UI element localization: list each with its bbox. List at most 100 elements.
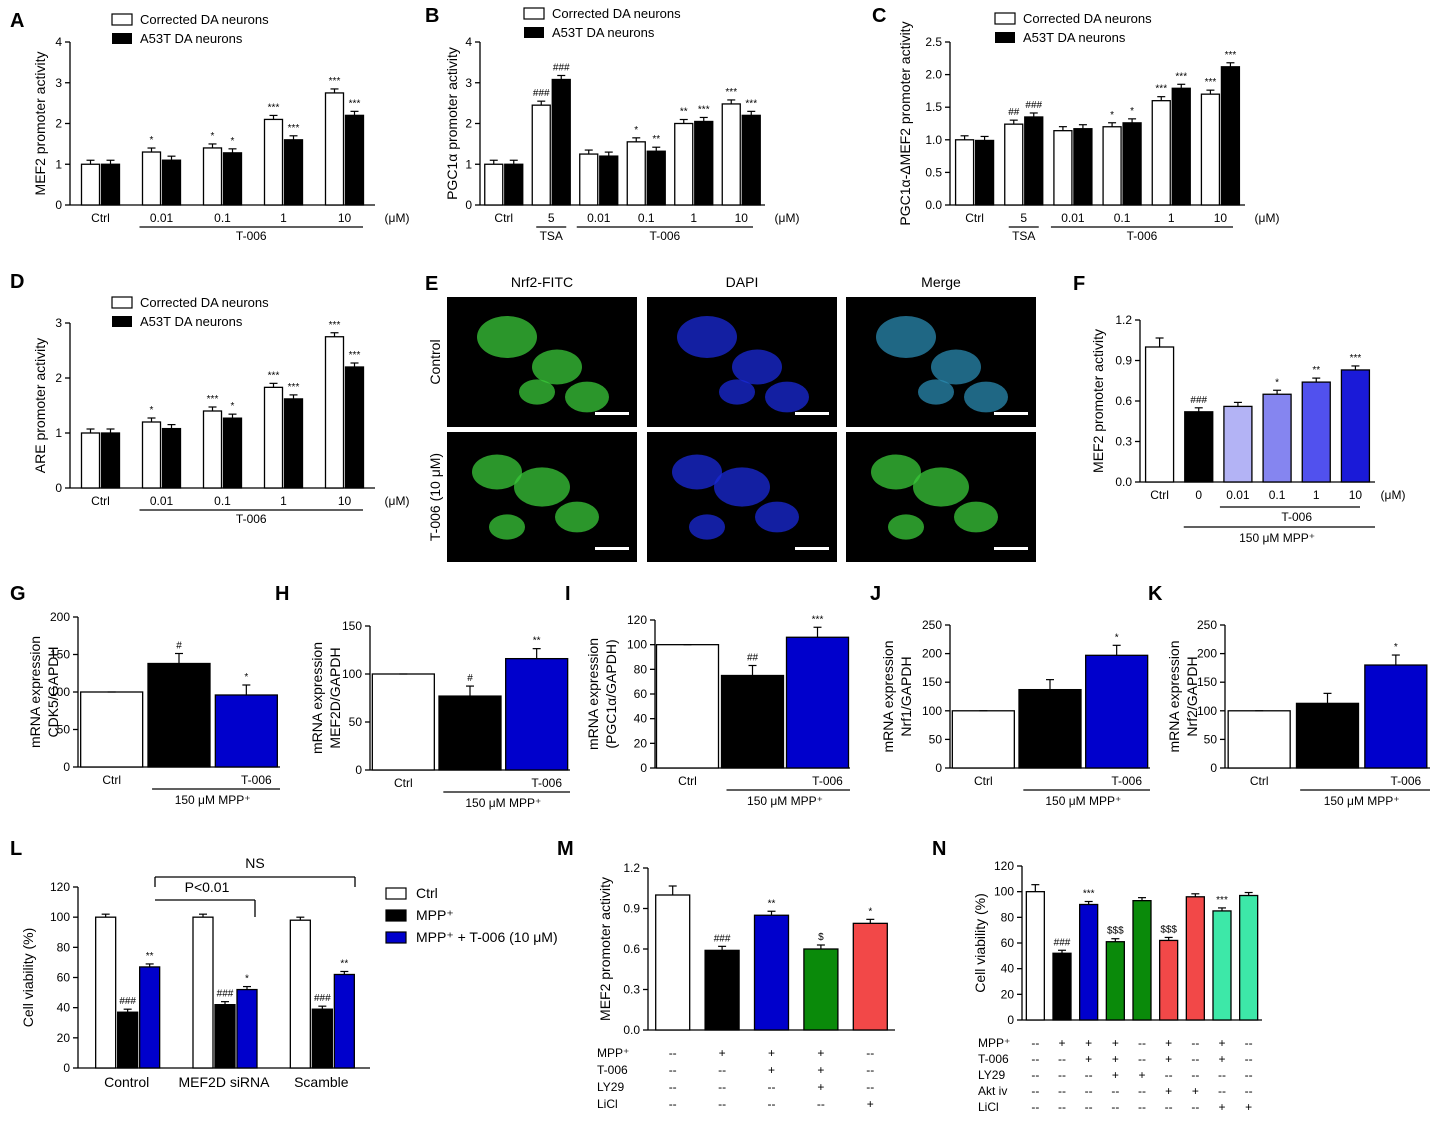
y-tick-label: 1 — [55, 426, 62, 440]
x-tick-label: 1 — [280, 494, 287, 508]
treatment-mark: -- — [1191, 1052, 1199, 1066]
treatment-mark: + — [1138, 1068, 1145, 1082]
bar — [100, 163, 121, 206]
treatment-mark: + — [1085, 1036, 1092, 1050]
treatment-label: T-006 — [597, 1063, 628, 1077]
y-tick-label: 100 — [627, 638, 647, 652]
bar — [1024, 116, 1044, 206]
significance-label: ** — [1312, 365, 1320, 376]
significance-label: ### — [533, 88, 550, 99]
scale-bar — [795, 412, 829, 415]
legend-label: Corrected DA neurons — [140, 12, 269, 27]
treatment-mark: -- — [1191, 1068, 1199, 1082]
bar — [951, 710, 1015, 769]
significance-label: * — [231, 401, 235, 412]
treatment-mark: + — [1165, 1036, 1172, 1050]
treatment-mark: -- — [866, 1046, 874, 1060]
treatment-mark: -- — [1138, 1084, 1146, 1098]
legend-swatch — [995, 32, 1015, 43]
significance-label: # — [467, 673, 473, 684]
legend-swatch — [112, 316, 132, 327]
y-axis-label: MEF2 promoter activity — [32, 52, 48, 196]
unit-label: (μM) — [385, 211, 410, 225]
treatment-label: MPP⁺ — [597, 1046, 629, 1060]
x-tick-label: Ctrl — [102, 773, 121, 787]
x-tick-label: Ctrl — [1150, 488, 1169, 502]
y-tick-label: 0 — [355, 763, 362, 777]
bar — [1159, 939, 1179, 1021]
bar — [1212, 910, 1232, 1021]
group-label: 150 μM MPP⁺ — [1045, 794, 1121, 808]
significance-label: ### — [1054, 937, 1071, 948]
bar — [222, 417, 243, 489]
y-tick-label: 60 — [57, 971, 71, 985]
y-tick-label: 150 — [1197, 675, 1217, 689]
cell-fluorescence — [931, 349, 981, 385]
bar — [852, 922, 888, 1031]
x-tick-label: 0.1 — [1114, 211, 1131, 225]
bar — [344, 114, 365, 206]
x-tick-label: 10 — [338, 494, 352, 508]
x-tick-label: 1 — [1168, 211, 1175, 225]
treatment-mark: + — [1058, 1036, 1065, 1050]
y-tick-label: 80 — [1001, 910, 1015, 924]
treatment-mark: -- — [1058, 1052, 1066, 1066]
treatment-mark: -- — [1165, 1100, 1173, 1114]
y-tick-label: 0.0 — [1115, 475, 1132, 489]
significance-label: *** — [745, 98, 757, 109]
y-tick-label: 0.3 — [623, 983, 640, 997]
cell-fluorescence — [765, 381, 809, 413]
x-tick-label: T-006 — [1390, 774, 1421, 788]
y-tick-label: 2.0 — [925, 68, 942, 82]
significance-label: * — [634, 125, 638, 136]
x-tick-label: Ctrl — [91, 494, 110, 508]
y-axis-label: Cell viability (%) — [20, 928, 36, 1028]
significance-label: *** — [1216, 895, 1228, 906]
y-tick-label: 60 — [634, 687, 648, 701]
bar — [1227, 710, 1291, 769]
cell-fluorescence — [876, 316, 936, 358]
annotation-label: P<0.01 — [185, 879, 230, 895]
x-tick-label: 1 — [690, 211, 697, 225]
x-tick-label: 0.01 — [1226, 488, 1250, 502]
bar — [283, 139, 304, 206]
bar — [1239, 894, 1259, 1021]
y-axis-label: mRNA expression — [1166, 640, 1182, 752]
bar — [1223, 405, 1253, 483]
significance-label: *** — [812, 614, 824, 625]
bar — [1085, 654, 1149, 769]
legend-label: A53T DA neurons — [552, 25, 655, 40]
bar — [80, 432, 101, 489]
x-tick-label: 0.1 — [214, 211, 231, 225]
bar — [484, 163, 504, 206]
y-tick-label: 0.6 — [623, 942, 640, 956]
bar — [289, 919, 311, 1069]
cell-fluorescence — [871, 454, 921, 490]
scale-bar — [595, 412, 629, 415]
significance-label: ## — [1008, 107, 1020, 118]
scale-bar — [595, 547, 629, 550]
y-tick-label: 100 — [50, 685, 70, 699]
bar — [1340, 369, 1371, 483]
annotation-label: NS — [245, 855, 264, 871]
y-tick-label: 250 — [922, 618, 942, 632]
y-tick-label: 40 — [1001, 962, 1015, 976]
y-tick-label: 4 — [465, 35, 472, 49]
cell-fluorescence — [514, 467, 570, 507]
bar — [1151, 100, 1171, 206]
bar — [236, 988, 258, 1069]
treatment-mark: -- — [768, 1080, 776, 1094]
treatment-mark: -- — [866, 1063, 874, 1077]
x-tick-label: 0.1 — [1269, 488, 1286, 502]
bar — [192, 916, 214, 1069]
significance-label: ** — [680, 107, 688, 118]
group-label: 150 μM MPP⁺ — [1324, 794, 1400, 808]
bar — [100, 432, 121, 489]
significance-label: # — [176, 641, 182, 652]
bar — [141, 151, 162, 206]
bar — [222, 152, 243, 206]
unit-label: (μM) — [385, 494, 410, 508]
x-tick-label: 1 — [1313, 488, 1320, 502]
panel-letter: N — [932, 838, 946, 860]
